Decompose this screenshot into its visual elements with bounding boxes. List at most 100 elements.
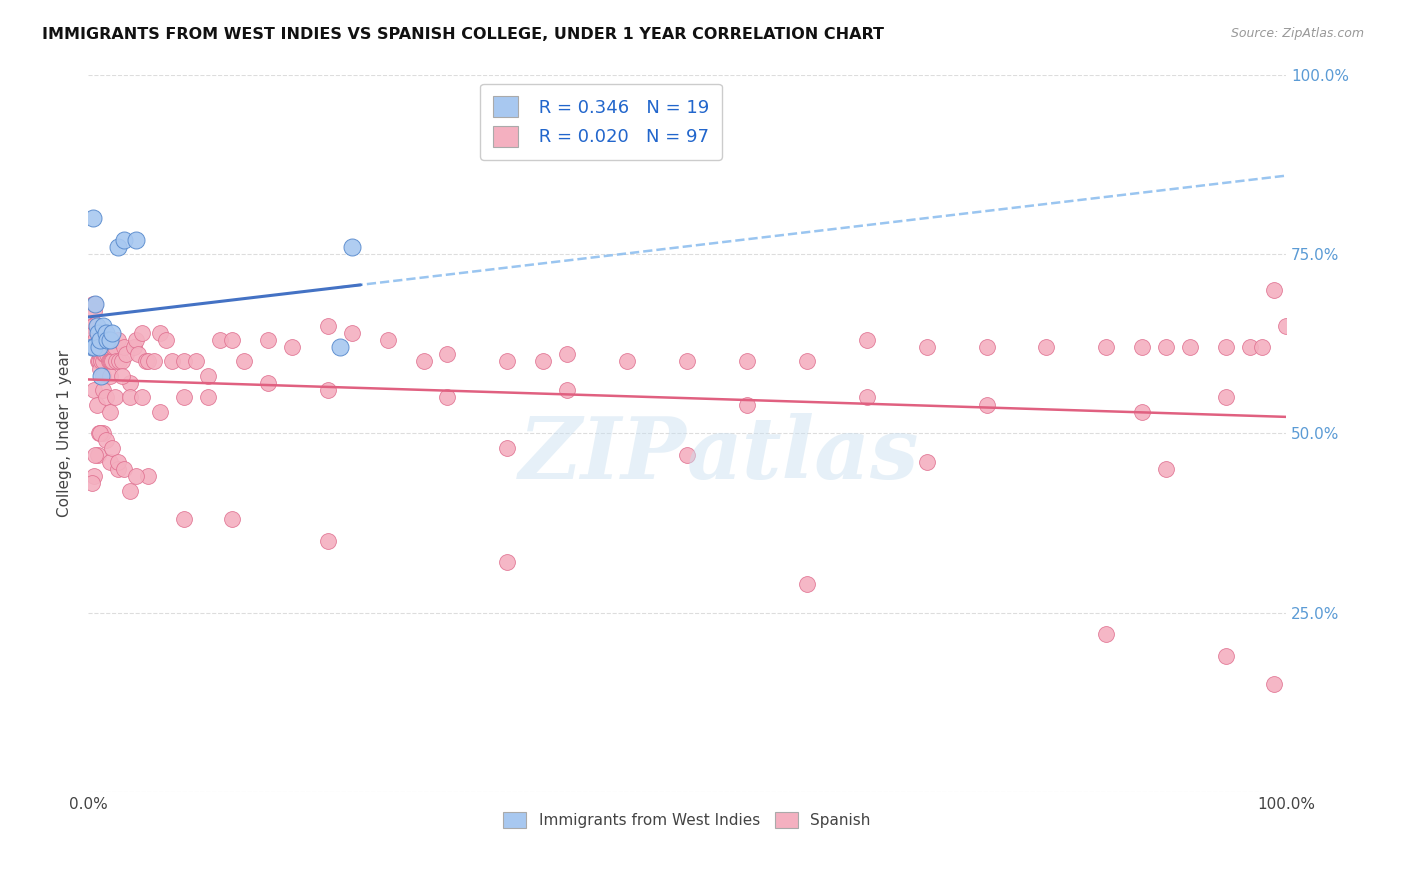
Point	[122, 340, 145, 354]
Point	[436, 390, 458, 404]
Point	[796, 354, 818, 368]
Point	[136, 469, 159, 483]
Point	[316, 318, 339, 333]
Point	[855, 390, 877, 404]
Point	[135, 354, 157, 368]
Point	[115, 347, 138, 361]
Point	[101, 354, 124, 368]
Point	[281, 340, 304, 354]
Point	[87, 426, 110, 441]
Point	[329, 340, 352, 354]
Point	[208, 333, 231, 347]
Point	[87, 354, 110, 368]
Point	[80, 318, 103, 333]
Point	[555, 383, 578, 397]
Point	[94, 434, 117, 448]
Point	[98, 368, 121, 383]
Point	[1215, 648, 1237, 663]
Point	[1035, 340, 1057, 354]
Point	[94, 326, 117, 340]
Point	[735, 354, 758, 368]
Point	[496, 354, 519, 368]
Point	[149, 405, 172, 419]
Point	[173, 512, 195, 526]
Point	[87, 448, 110, 462]
Point	[84, 297, 107, 311]
Point	[87, 354, 110, 368]
Point	[256, 376, 278, 390]
Point	[131, 326, 153, 340]
Point	[125, 469, 148, 483]
Point	[84, 297, 107, 311]
Point	[340, 326, 363, 340]
Point	[127, 347, 149, 361]
Point	[84, 333, 107, 347]
Point	[84, 448, 107, 462]
Point	[83, 340, 105, 354]
Point	[83, 383, 105, 397]
Point	[1215, 390, 1237, 404]
Point	[1239, 340, 1261, 354]
Point	[98, 333, 121, 347]
Point	[173, 354, 195, 368]
Point	[221, 512, 243, 526]
Point	[1095, 340, 1118, 354]
Point	[915, 455, 938, 469]
Point	[89, 333, 111, 347]
Point	[87, 340, 110, 354]
Point	[796, 577, 818, 591]
Point	[136, 354, 159, 368]
Point	[93, 347, 115, 361]
Point	[86, 340, 108, 354]
Point	[735, 398, 758, 412]
Point	[125, 233, 148, 247]
Point	[94, 326, 117, 340]
Point	[915, 340, 938, 354]
Point	[111, 354, 134, 368]
Point	[160, 354, 183, 368]
Text: Source: ZipAtlas.com: Source: ZipAtlas.com	[1230, 27, 1364, 40]
Point	[103, 390, 125, 404]
Legend: Immigrants from West Indies, Spanish: Immigrants from West Indies, Spanish	[498, 805, 877, 835]
Point	[676, 448, 699, 462]
Point	[107, 240, 129, 254]
Point	[112, 340, 135, 354]
Point	[112, 462, 135, 476]
Point	[86, 318, 108, 333]
Point	[94, 390, 117, 404]
Point	[555, 347, 578, 361]
Point	[112, 233, 135, 247]
Point	[98, 455, 121, 469]
Point	[83, 340, 105, 354]
Point	[96, 347, 118, 361]
Point	[976, 340, 998, 354]
Point	[256, 333, 278, 347]
Point	[221, 333, 243, 347]
Point	[496, 555, 519, 569]
Point	[149, 326, 172, 340]
Point	[98, 354, 121, 368]
Point	[316, 383, 339, 397]
Point	[120, 483, 142, 498]
Point	[101, 326, 124, 340]
Point	[1275, 318, 1298, 333]
Point	[90, 368, 112, 383]
Point	[82, 211, 104, 225]
Point	[97, 354, 120, 368]
Point	[676, 354, 699, 368]
Point	[340, 240, 363, 254]
Point	[83, 304, 105, 318]
Point	[131, 390, 153, 404]
Point	[89, 361, 111, 376]
Y-axis label: College, Under 1 year: College, Under 1 year	[58, 350, 72, 516]
Point	[107, 462, 129, 476]
Point	[87, 340, 110, 354]
Point	[616, 354, 638, 368]
Point	[91, 318, 114, 333]
Point	[197, 390, 219, 404]
Point	[173, 390, 195, 404]
Point	[80, 340, 103, 354]
Point	[86, 318, 108, 333]
Point	[107, 333, 129, 347]
Point	[91, 368, 114, 383]
